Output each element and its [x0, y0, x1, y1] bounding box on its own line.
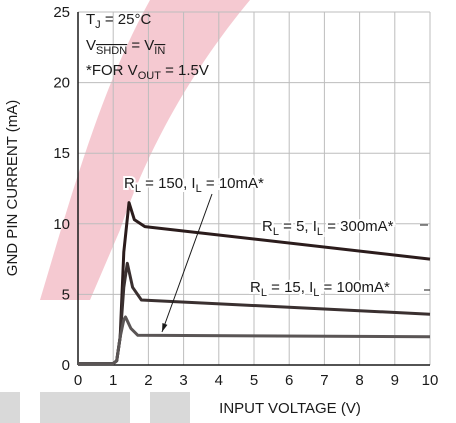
text-part: T	[86, 11, 95, 28]
watermark-block	[150, 392, 190, 423]
x-tick-label: 6	[285, 372, 293, 389]
x-tick-label: 4	[215, 372, 223, 389]
subscript: SHDN	[96, 45, 127, 57]
text-part: R	[250, 279, 261, 296]
y-tick-label: 10	[53, 216, 70, 233]
y-tick-label: 25	[53, 4, 70, 21]
series-label: RL = 5, IL = 300mA*	[262, 218, 394, 238]
subscript: OUT	[138, 70, 162, 82]
subscript: J	[95, 19, 101, 31]
background-decoration	[0, 0, 250, 423]
annotation: TJ = 25°C	[86, 11, 151, 31]
annotation: VSHDN = VIN	[86, 37, 165, 57]
x-tick-label: 1	[109, 372, 117, 389]
y-tick-label: 20	[53, 75, 70, 92]
x-tick-label: 2	[144, 372, 152, 389]
text-part: = 1.5V	[161, 62, 209, 79]
y-tick-label: 15	[53, 145, 70, 162]
text-part: = 300mA*	[323, 218, 394, 235]
text-part: = 25°C	[101, 11, 152, 28]
subscript: L	[317, 226, 323, 238]
text-part: = V	[127, 37, 154, 54]
subscript: L	[261, 287, 267, 299]
text-part: = 10mA*	[202, 175, 264, 192]
text-part: = 15, I	[267, 279, 313, 296]
subscript: IN	[154, 45, 165, 57]
watermark-swoosh	[40, 0, 250, 300]
watermark-block	[40, 392, 130, 423]
x-axis-label: INPUT VOLTAGE (V)	[219, 400, 361, 417]
leader-arrow	[161, 193, 213, 333]
subscript: L	[196, 183, 202, 195]
arrow-head	[162, 323, 168, 332]
text-part: V	[86, 37, 96, 54]
y-axis-label: GND PIN CURRENT (mA)	[4, 100, 21, 276]
data-line	[78, 315, 431, 366]
x-tick-label: 3	[179, 372, 187, 389]
x-tick-label: 7	[320, 372, 328, 389]
annotation: *FOR VOUT = 1.5V	[86, 62, 209, 82]
series-label: RL = 150, IL = 10mA*	[124, 175, 264, 195]
series-label: RL = 15, IL = 100mA*	[250, 279, 390, 299]
subscript: L	[313, 287, 319, 299]
text-part: R	[262, 218, 273, 235]
y-tick-label: 0	[62, 357, 70, 374]
watermark-block	[0, 392, 20, 423]
x-tick-label: 5	[250, 372, 258, 389]
x-tick-label: 0	[74, 372, 82, 389]
x-tick-label: 10	[422, 372, 439, 389]
text-part: = 150, I	[141, 175, 196, 192]
subscript: L	[273, 226, 279, 238]
text-part: = 5, I	[279, 218, 317, 235]
subscript: L	[135, 183, 141, 195]
x-tick-label: 9	[391, 372, 399, 389]
y-tick-label: 5	[62, 286, 70, 303]
text-part: R	[124, 175, 135, 192]
text-part: = 100mA*	[319, 279, 390, 296]
text-part: *FOR V	[86, 62, 138, 79]
x-tick-label: 8	[355, 372, 363, 389]
